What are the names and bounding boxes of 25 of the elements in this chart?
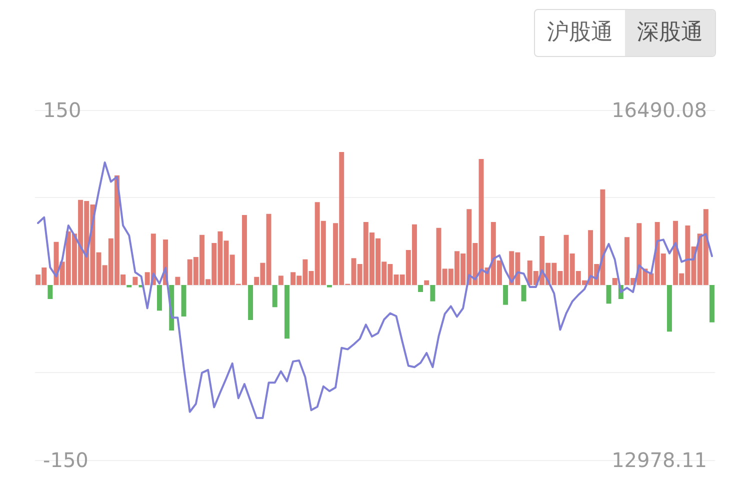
bar (181, 285, 186, 316)
bar (278, 276, 284, 285)
bar (248, 285, 254, 320)
bar (48, 285, 53, 299)
bar (612, 278, 618, 285)
bar (606, 285, 612, 304)
bar (418, 285, 424, 292)
bar (503, 285, 508, 305)
y2-tick-label: 12978.11 (612, 448, 707, 472)
bar (132, 276, 138, 285)
line-series (37, 161, 713, 420)
y-tick-label: 150 (43, 98, 82, 122)
bar (272, 285, 278, 308)
bar (521, 285, 526, 302)
bar (424, 280, 430, 285)
bar (175, 276, 180, 285)
text: 深股通 (625, 10, 715, 56)
y2-tick-label: 16490.08 (612, 98, 707, 122)
bar (430, 285, 436, 302)
y-tick-label: -150 (43, 448, 88, 472)
bar (709, 285, 714, 322)
bar (156, 285, 162, 311)
bar (666, 285, 672, 332)
bar (284, 285, 290, 339)
text: 沪股通 (546, 19, 614, 47)
